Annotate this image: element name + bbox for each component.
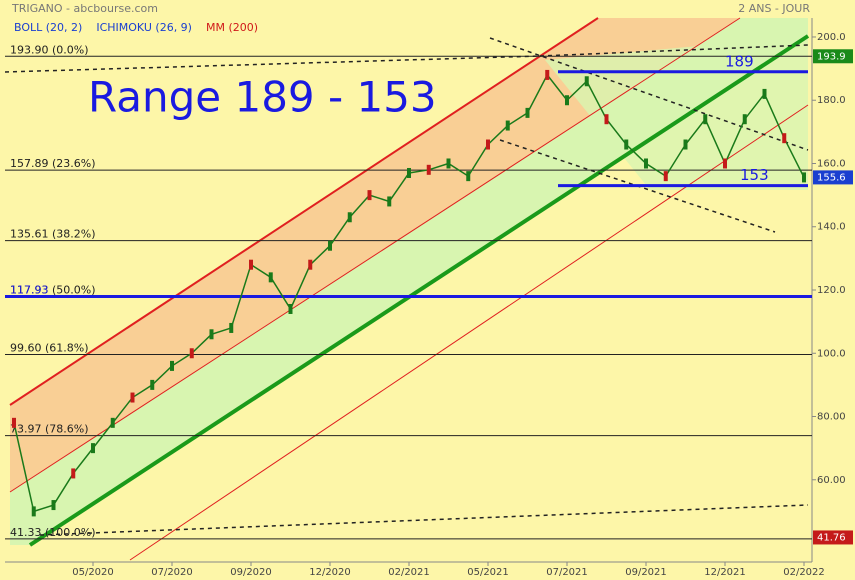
mid-channel bbox=[9, 17, 741, 493]
candle bbox=[229, 322, 234, 333]
support-label: 117.93 bbox=[10, 284, 49, 297]
period: 2 ANS - JOUR bbox=[738, 2, 810, 15]
candle bbox=[170, 360, 174, 371]
x-tick-label: 02/2021 bbox=[388, 567, 430, 578]
candle bbox=[446, 158, 451, 169]
price-tag bbox=[813, 530, 853, 545]
annotation: Range 189 - 153 bbox=[88, 73, 437, 122]
x-tick-label: 05/2020 bbox=[72, 567, 114, 578]
y-tick-label: 140.0 bbox=[817, 222, 846, 233]
candle bbox=[51, 500, 56, 511]
x-tick-label: 05/2021 bbox=[467, 567, 509, 578]
trend-line bbox=[28, 34, 810, 547]
candle bbox=[387, 196, 392, 207]
y-tick-label: 200.0 bbox=[817, 32, 846, 43]
candle bbox=[407, 167, 411, 178]
price-tag bbox=[813, 49, 853, 64]
candle bbox=[130, 392, 135, 403]
candle bbox=[110, 417, 115, 428]
dotted-line bbox=[39, 504, 809, 536]
candle bbox=[91, 443, 95, 454]
candle bbox=[288, 303, 293, 314]
x-tick-label: 07/2021 bbox=[546, 567, 588, 578]
candle bbox=[150, 379, 155, 390]
y-tick-label: 120.0 bbox=[817, 285, 846, 296]
y-tick-label: 160.0 bbox=[817, 158, 846, 169]
lower-band bbox=[10, 18, 808, 545]
x-tick-label: 12/2020 bbox=[309, 567, 351, 578]
candle bbox=[12, 417, 16, 428]
candle bbox=[249, 259, 253, 270]
candle bbox=[71, 468, 76, 479]
candle bbox=[663, 171, 668, 182]
upper-channel bbox=[9, 17, 599, 406]
candle bbox=[308, 259, 313, 270]
title: TRIGANO - abcbourse.com bbox=[11, 2, 158, 15]
fib-label: 117.93 (50.0%) bbox=[10, 284, 96, 297]
candle bbox=[426, 164, 431, 175]
candle bbox=[545, 69, 550, 80]
y-tick-label: 60.00 bbox=[817, 475, 846, 486]
candle bbox=[505, 120, 510, 131]
candle bbox=[31, 506, 36, 517]
x-tick-label: 09/2020 bbox=[230, 567, 272, 578]
range-label: 189 bbox=[725, 52, 754, 70]
price-tag-label: 193.9 bbox=[817, 51, 846, 62]
x-tick-label: 02/2022 bbox=[783, 567, 825, 578]
price-tag-label: 155.6 bbox=[817, 172, 846, 183]
candle bbox=[604, 114, 609, 125]
fib-label: 99.60 (61.8%) bbox=[10, 342, 89, 355]
range-label: 153 bbox=[740, 166, 769, 184]
candle bbox=[268, 272, 273, 283]
candle bbox=[525, 107, 530, 118]
fib-label: 73.97 (78.6%) bbox=[10, 423, 89, 436]
candle bbox=[565, 95, 569, 106]
candle bbox=[328, 240, 332, 251]
candle bbox=[584, 76, 589, 87]
dotted-line bbox=[4, 55, 541, 73]
price-tag bbox=[813, 170, 853, 185]
price-tag-label: 41.76 bbox=[817, 532, 846, 543]
candle bbox=[367, 190, 372, 201]
indicator-label: MM (200) bbox=[206, 21, 258, 34]
candle bbox=[624, 139, 629, 150]
indicator-label: ICHIMOKU (26, 9) bbox=[96, 21, 192, 34]
y-tick-label: 80.00 bbox=[817, 412, 846, 423]
lower-channel bbox=[129, 104, 809, 561]
fib-label: 135.61 (38.2%) bbox=[10, 228, 96, 241]
y-tick-label: 100.0 bbox=[817, 348, 846, 359]
candle bbox=[742, 114, 747, 125]
candle bbox=[189, 348, 194, 359]
candle bbox=[644, 158, 648, 169]
candle bbox=[347, 212, 352, 223]
candle bbox=[466, 171, 471, 182]
x-tick-label: 12/2021 bbox=[704, 567, 746, 578]
candle bbox=[802, 172, 806, 183]
candle bbox=[723, 158, 727, 169]
y-tick-label: 180.0 bbox=[817, 95, 846, 106]
x-tick-label: 09/2021 bbox=[625, 567, 667, 578]
right-band bbox=[545, 36, 808, 190]
candle bbox=[782, 133, 787, 144]
fib-label: 41.33 (100.0%) bbox=[10, 526, 96, 539]
candle bbox=[762, 88, 767, 99]
candle bbox=[683, 139, 688, 150]
indicator-label: BOLL (20, 2) bbox=[14, 21, 82, 34]
fib-label: 157.89 (23.6%) bbox=[10, 157, 96, 170]
x-tick-label: 07/2020 bbox=[151, 567, 193, 578]
candle bbox=[209, 329, 214, 340]
candle bbox=[703, 114, 708, 125]
fib-label: 193.90 (0.0%) bbox=[10, 43, 89, 56]
candle bbox=[486, 139, 490, 150]
